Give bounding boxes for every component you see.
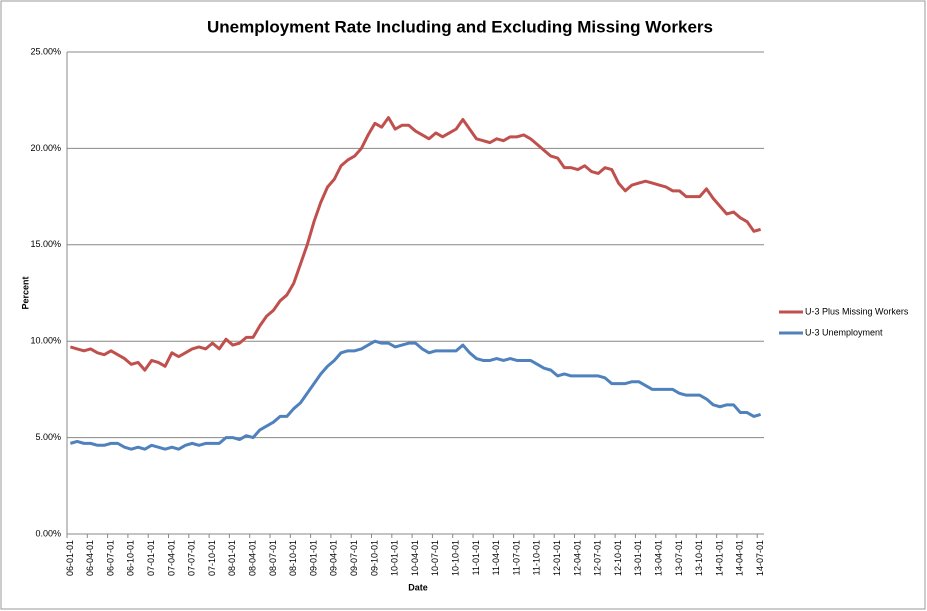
- y-axis-label: Percent: [20, 276, 30, 309]
- x-tick-label: 12-07-01: [593, 540, 603, 576]
- x-tick-label: 07-04-01: [166, 540, 176, 576]
- x-tick-label: 08-01-01: [227, 540, 237, 576]
- data-line: [69, 339, 762, 451]
- x-tick-label: 06-04-01: [85, 540, 95, 576]
- x-tick-label: 07-10-01: [207, 540, 217, 576]
- x-tick-label: 10-07-01: [430, 540, 440, 576]
- x-tick-label: 06-07-01: [105, 540, 115, 576]
- x-tick-label: 09-07-01: [349, 540, 359, 576]
- x-tick-label: 09-10-01: [369, 540, 379, 576]
- x-tick-label: 06-01-01: [65, 540, 75, 576]
- y-tick-label: 0.00%: [35, 528, 61, 538]
- x-tick-label: 13-04-01: [653, 540, 663, 576]
- x-tick-label: 08-07-01: [268, 540, 278, 576]
- legend-label: U-3 Unemployment: [805, 327, 883, 337]
- y-tick-label: 15.00%: [30, 239, 61, 249]
- x-tick-label: 09-01-01: [308, 540, 318, 576]
- y-tick-label: 25.00%: [30, 46, 61, 56]
- x-tick-label: 09-04-01: [329, 540, 339, 576]
- x-tick-label: 10-10-01: [450, 540, 460, 576]
- x-tick-label: 07-01-01: [146, 540, 156, 576]
- x-tick-label: 11-10-01: [532, 540, 542, 575]
- x-tick-label: 14-07-01: [755, 540, 765, 576]
- x-tick-label: 11-07-01: [511, 540, 521, 575]
- x-tick-label: 11-04-01: [491, 540, 501, 575]
- x-tick-label: 07-07-01: [187, 540, 197, 576]
- x-axis-label: Date: [408, 582, 428, 592]
- x-tick-label: 14-04-01: [735, 540, 745, 576]
- y-tick-label: 20.00%: [30, 143, 61, 153]
- x-tick-label: 13-07-01: [674, 540, 684, 576]
- x-tick-label: 12-04-01: [572, 540, 582, 576]
- x-tick-label: 10-04-01: [410, 540, 420, 576]
- x-tick-label: 11-01-01: [471, 540, 481, 575]
- y-tick-label: 5.00%: [35, 432, 61, 442]
- x-tick-label: 13-01-01: [633, 540, 643, 576]
- data-line: [69, 116, 762, 372]
- x-tick-label: 08-10-01: [288, 540, 298, 576]
- x-tick-label: 14-01-01: [714, 540, 724, 576]
- x-tick-label: 06-10-01: [126, 540, 136, 576]
- x-tick-label: 10-01-01: [390, 540, 400, 576]
- legend-label: U-3 Plus Missing Workers: [805, 306, 909, 316]
- x-tick-label: 13-10-01: [694, 540, 704, 576]
- x-tick-label: 08-04-01: [247, 540, 257, 576]
- chart-title: Unemployment Rate Including and Excludin…: [207, 17, 713, 36]
- y-tick-label: 10.00%: [30, 336, 61, 346]
- x-tick-label: 12-01-01: [552, 540, 562, 576]
- x-tick-label: 12-10-01: [613, 540, 623, 576]
